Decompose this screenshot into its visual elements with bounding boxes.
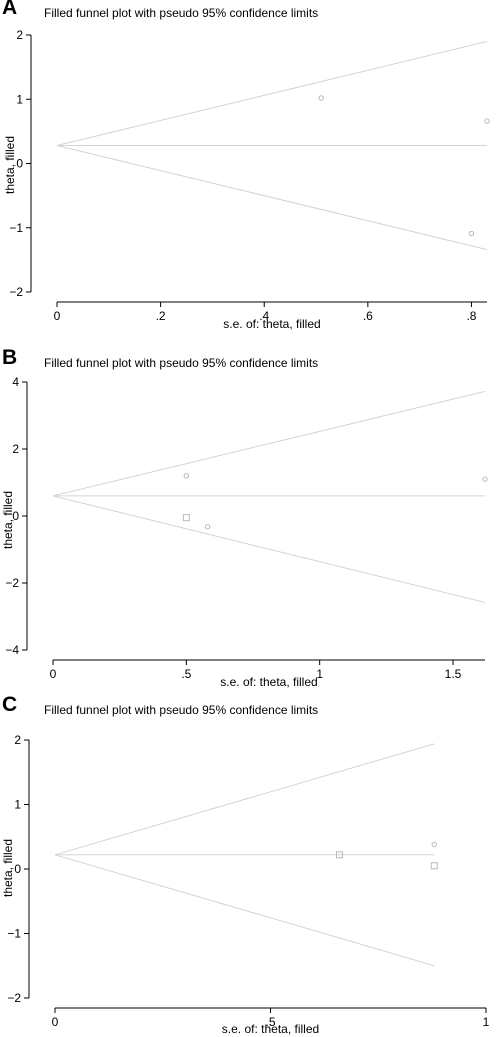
x-tick-label: .2 [156,309,166,323]
x-tick-label: 0 [52,1015,59,1029]
x-tick-label: 0 [50,667,57,681]
y-tick-label: 2 [16,28,23,42]
x-tick-label: .8 [466,309,476,323]
funnel-plot-svg: −2 −1 0 1 2 0 .5 1 s.e. of: theta, filled theta, … [1,733,490,1036]
funnel-upper-limit [52,390,486,497]
filled-study-marker [430,862,438,870]
x-tick-label: 1 [316,667,323,681]
funnel-plot-panel-c: C Filled funnel plot with pseudo 95% con… [0,693,498,1037]
funnel-lower-limit [54,854,435,967]
x-tick-label: 1.5 [445,667,462,681]
study-point [183,473,190,479]
panel-label: B [2,346,18,369]
x-tick-label: .5 [181,667,191,681]
study-point [318,95,324,101]
study-point [482,476,488,482]
x-tick-label: .5 [265,1015,275,1029]
filled-study-marker [182,514,190,522]
y-tick-label: 2 [14,733,21,747]
y-axis-label: theta, filled [1,839,15,897]
x-tick-label: .4 [259,309,269,323]
funnel-plot-panel-b: B Filled funnel plot with pseudo 95% con… [0,346,498,690]
funnel-lower-limit [52,495,486,603]
x-axis-label: s.e. of: theta, filled [223,317,320,331]
y-tick-label: −1 [9,221,23,235]
y-tick-label: 0 [12,509,19,523]
y-tick-label: 2 [12,442,19,456]
y-tick-label: 0 [16,157,23,171]
filled-study-marker [335,851,343,859]
y-tick-label: 1 [16,92,23,106]
funnel-plot-panel-a: A Filled funnel plot with pseudo 95% con… [0,0,498,335]
y-tick-label: 1 [14,798,21,812]
y-tick-label: −2 [7,991,21,1005]
y-tick-label: −4 [5,643,19,657]
funnel-upper-limit [56,40,488,146]
x-axis-label: s.e. of: theta, filled [222,1022,319,1036]
study-point [204,524,211,530]
y-tick-label: 0 [14,862,21,876]
y-axis-label: theta, filled [3,136,17,194]
chart-title: Filled funnel plot with pseudo 95% confi… [44,6,319,20]
study-point [484,118,490,124]
chart-title: Filled funnel plot with pseudo 95% confi… [44,703,319,717]
funnel-plot-svg: −2 −1 0 1 2 0 .2 .4 .6 .8 s.e. of: theta, filled th… [3,28,490,331]
x-axis-label: s.e. of: theta, filled [220,675,317,689]
x-tick-label: 1 [483,1015,490,1029]
y-axis-label: theta, filled [1,491,15,549]
panel-label: A [2,0,18,19]
x-tick-label: 0 [54,309,61,323]
y-tick-label: −2 [9,285,23,299]
y-tick-label: 4 [12,375,19,389]
funnel-upper-limit [54,743,435,856]
chart-title: Filled funnel plot with pseudo 95% confi… [44,356,319,370]
funnel-plot-svg: −4 −2 0 2 4 0 .5 1 1.5 s.e. of: theta, filled thet… [1,375,488,689]
funnel-lower-limit [56,145,488,251]
y-tick-label: −1 [7,927,21,941]
x-tick-label: .6 [363,309,373,323]
y-tick-label: −2 [5,576,19,590]
study-point [431,841,437,848]
panel-label: C [2,693,18,716]
study-point [468,230,475,237]
